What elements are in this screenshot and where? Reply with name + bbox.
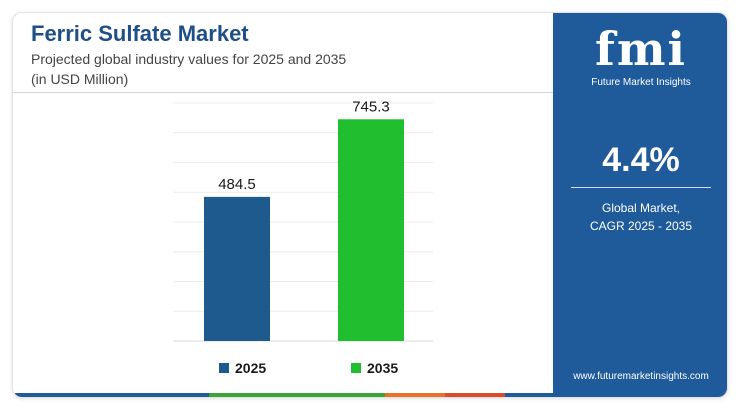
bar-2025 [204,196,270,341]
website-link[interactable]: www.futuremarketinsights.com [573,371,709,382]
strip-segment [13,393,209,397]
cagr-divider [571,187,711,188]
legend-label-2035: 2035 [367,360,399,376]
subtitle-line-1: Projected global industry values for 202… [31,51,347,67]
legend-swatch-2025 [219,363,229,373]
bar-chart: 484.5 745.3 [173,98,433,342]
bar-2035 [338,119,404,341]
data-label-2035: 745.3 [352,98,390,115]
subtitle-line-2: (in USD Million) [31,71,129,87]
cagr-label-line-2: CAGR 2025 - 2035 [589,219,693,233]
logo-mark: fmi [595,22,687,76]
header-divider [13,92,553,93]
legend-item-2025: 2025 [219,359,266,377]
logo-text: Future Market Insights [591,77,691,88]
strip-segment [385,393,445,397]
fmi-logo: fmi Future Market Insights [553,22,727,88]
strip-segment [209,393,385,397]
chart-title: Ferric Sulfate Market [31,21,249,46]
legend-swatch-2035 [351,363,361,373]
chart-subtitle: Projected global industry values for 202… [31,49,351,89]
side-panel: fmi Future Market Insights 4.4% Global M… [553,13,727,397]
cagr-label-line-1: Global Market, [601,201,681,215]
strip-segment [445,393,505,397]
infographic-card: Ferric Sulfate Market Projected global i… [12,12,728,398]
data-label-2025: 484.5 [218,176,256,193]
cagr-value: 4.4% [602,141,680,179]
legend-label-2025: 2025 [235,360,267,376]
color-strip [13,393,553,397]
strip-segment [505,393,553,397]
cagr-label: Global Market, CAGR 2025 - 2035 [553,199,727,235]
legend-item-2035: 2035 [351,359,398,377]
